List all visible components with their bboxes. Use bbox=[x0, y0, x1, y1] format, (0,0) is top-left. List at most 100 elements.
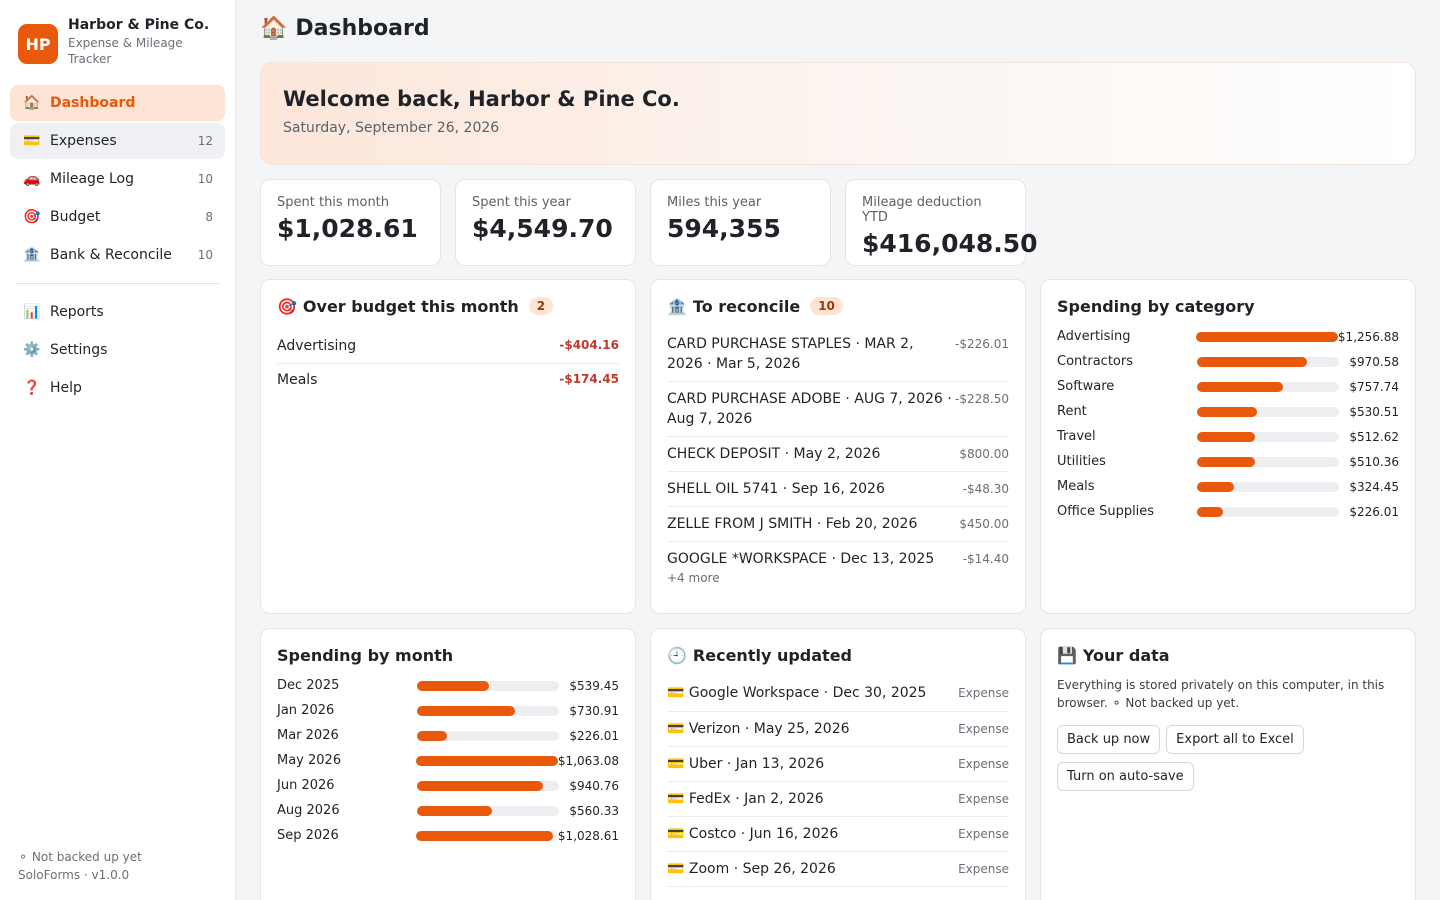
list-item[interactable]: 💳 Verizon · May 25, 2026 Expense bbox=[667, 712, 1009, 747]
auto-save-button[interactable]: Turn on auto-save bbox=[1057, 762, 1194, 791]
sidebar-item-mileage-log[interactable]: 🚗 Mileage Log 10 bbox=[10, 161, 225, 197]
sidebar-item-help[interactable]: ❓ Help bbox=[10, 370, 225, 406]
home-icon: 🏠 bbox=[23, 95, 41, 111]
list-item[interactable]: 💳 Google Workspace · Dec 30, 2025 Expens… bbox=[667, 683, 1009, 712]
sidebar-item-expenses[interactable]: 💳 Expenses 12 bbox=[10, 123, 225, 159]
list-item[interactable]: 💳 Costco · Jun 16, 2026 Expense bbox=[667, 817, 1009, 852]
record-text: Costco · Jun 16, 2026 bbox=[688, 826, 839, 842]
transaction-amount: -$226.01 bbox=[955, 337, 1009, 351]
list-item[interactable]: Advertising -$404.16 bbox=[277, 334, 619, 364]
sidebar-item-count: 12 bbox=[197, 134, 213, 148]
list-item[interactable]: CHECK DEPOSIT · May 2, 2026 $800.00 bbox=[667, 437, 1009, 472]
question-icon: ❓ bbox=[23, 380, 41, 396]
record-text: Google Workspace · Dec 30, 2025 bbox=[688, 685, 927, 701]
record-type: Expense bbox=[958, 757, 1009, 771]
back-up-now-button[interactable]: Back up now bbox=[1057, 725, 1161, 754]
bar-label: Advertising bbox=[1057, 329, 1131, 344]
welcome-date: Saturday, September 26, 2026 bbox=[283, 120, 500, 136]
credit-card-icon: 💳 bbox=[667, 685, 685, 701]
sidebar-item-label: Expenses bbox=[50, 133, 117, 149]
card-title: Spending by month bbox=[277, 645, 454, 665]
more-link[interactable]: +4 more bbox=[667, 571, 720, 585]
list-item[interactable]: Meals -$174.45 bbox=[277, 364, 619, 396]
list-item[interactable]: 💳 Uber · Jan 13, 2026 Expense bbox=[667, 747, 1009, 782]
bar-label: Jun 2026 bbox=[277, 778, 335, 793]
brand: HP Harbor & Pine Co. Expense & Mileage T… bbox=[18, 16, 228, 67]
bar-fill bbox=[417, 705, 515, 716]
sidebar-item-dashboard[interactable]: 🏠 Dashboard bbox=[10, 85, 225, 121]
bar-fill bbox=[1197, 356, 1307, 367]
monthly-bar-chart: Dec 2025 $539.45 Jan 2026 $730.91 Mar 2026 $2… bbox=[277, 673, 619, 848]
transaction-text: CARD PURCHASE STAPLES · MAR 2, 2026 · Ma… bbox=[667, 336, 914, 372]
bar-label: Software bbox=[1057, 379, 1115, 394]
transaction-text: ZELLE FROM J SMITH · Feb 20, 2026 bbox=[667, 516, 918, 532]
target-icon: 🎯 bbox=[23, 209, 41, 225]
bar-label: Office Supplies bbox=[1057, 504, 1155, 519]
record-type: Expense bbox=[958, 827, 1009, 841]
bar-row: Rent $530.51 bbox=[1057, 399, 1399, 424]
record-text: FedEx · Jan 2, 2026 bbox=[688, 791, 824, 807]
transaction-amount: $800.00 bbox=[959, 447, 1009, 461]
bar-track bbox=[1197, 506, 1339, 517]
bar-fill bbox=[416, 830, 554, 841]
bar-fill bbox=[416, 755, 558, 766]
sidebar-item-budget[interactable]: 🎯 Budget 8 bbox=[10, 199, 225, 235]
sidebar-footer: ⚬ Not backed up yet SoloForms · v1.0.0 bbox=[18, 848, 142, 884]
count-badge: 10 bbox=[810, 297, 843, 315]
credit-card-icon: 💳 bbox=[667, 861, 685, 877]
bar-row: May 2026 $1,063.08 bbox=[277, 748, 619, 773]
list-item[interactable]: 💳 FedEx · Jan 2, 2026 Expense bbox=[667, 782, 1009, 817]
car-icon: 🚗 bbox=[23, 171, 41, 187]
list-item[interactable]: SHELL OIL 5741 · Sep 16, 2026 -$48.30 bbox=[667, 472, 1009, 507]
stat-value: 594,355 bbox=[667, 214, 781, 243]
export-excel-button[interactable]: Export all to Excel bbox=[1166, 725, 1304, 754]
credit-card-icon: 💳 bbox=[667, 791, 685, 807]
record-type: Expense bbox=[958, 686, 1009, 700]
bar-value: $226.01 bbox=[1349, 504, 1399, 519]
sidebar-item-reports[interactable]: 📊 Reports bbox=[10, 294, 225, 330]
bar-row: Software $757.74 bbox=[1057, 374, 1399, 399]
bar-label: Aug 2026 bbox=[277, 803, 340, 818]
transaction-amount: -$48.30 bbox=[962, 482, 1009, 496]
record-text: Uber · Jan 13, 2026 bbox=[688, 756, 825, 772]
bar-track bbox=[417, 780, 559, 791]
record-type: Expense bbox=[958, 722, 1009, 736]
record-type: Expense bbox=[958, 792, 1009, 806]
bar-row: Jan 2026 $730.91 bbox=[277, 698, 619, 723]
stat-label: Mileage deduction YTD bbox=[862, 195, 982, 225]
bar-track bbox=[416, 830, 558, 841]
bar-label: Contractors bbox=[1057, 354, 1133, 369]
card-title: To reconcile bbox=[692, 296, 801, 316]
bar-value: $512.62 bbox=[1349, 429, 1399, 444]
page-title: 🏠 Dashboard bbox=[260, 16, 430, 41]
bar-value: $530.51 bbox=[1349, 404, 1399, 419]
bar-fill bbox=[1197, 481, 1234, 492]
bar-track bbox=[1197, 406, 1339, 417]
bar-label: Utilities bbox=[1057, 454, 1106, 469]
bar-track bbox=[1197, 481, 1339, 492]
bar-value: $226.01 bbox=[569, 728, 619, 743]
list-item[interactable]: CARD PURCHASE ADOBE · AUG 7, 2026 · Aug … bbox=[667, 382, 1009, 437]
count-badge: 2 bbox=[528, 297, 554, 315]
bar-value: $757.74 bbox=[1349, 379, 1399, 394]
app-version: SoloForms · v1.0.0 bbox=[18, 868, 130, 882]
stat-label: Spent this year bbox=[472, 195, 571, 210]
reconcile-card: 🏦 To reconcile 10 CARD PURCHASE STAPLES … bbox=[650, 279, 1026, 614]
list-item[interactable]: 💳 Zoom · Sep 26, 2026 Expense bbox=[667, 852, 1009, 887]
stat-label: Spent this month bbox=[277, 195, 390, 210]
bar-value: $730.91 bbox=[569, 703, 619, 718]
sidebar-item-label: Dashboard bbox=[50, 95, 136, 111]
bar-value: $1,256.88 bbox=[1337, 329, 1399, 344]
list-item[interactable]: GOOGLE *WORKSPACE · Dec 13, 2025 -$14.40 bbox=[667, 542, 1009, 571]
bar-value: $970.58 bbox=[1349, 354, 1399, 369]
bar-row: Advertising $1,256.88 bbox=[1057, 324, 1399, 349]
clock-icon: 🕘 bbox=[667, 645, 687, 665]
transaction-text: CHECK DEPOSIT · May 2, 2026 bbox=[667, 446, 881, 462]
record-type: Expense bbox=[958, 862, 1009, 876]
sidebar-item-bank-reconcile[interactable]: 🏦 Bank & Reconcile 10 bbox=[10, 237, 225, 273]
welcome-banner: Welcome back, Harbor & Pine Co. Saturday… bbox=[260, 62, 1416, 165]
bar-label: Sep 2026 bbox=[277, 828, 339, 843]
list-item[interactable]: ZELLE FROM J SMITH · Feb 20, 2026 $450.0… bbox=[667, 507, 1009, 542]
sidebar-item-settings[interactable]: ⚙️ Settings bbox=[10, 332, 225, 368]
list-item[interactable]: CARD PURCHASE STAPLES · MAR 2, 2026 · Ma… bbox=[667, 333, 1009, 382]
